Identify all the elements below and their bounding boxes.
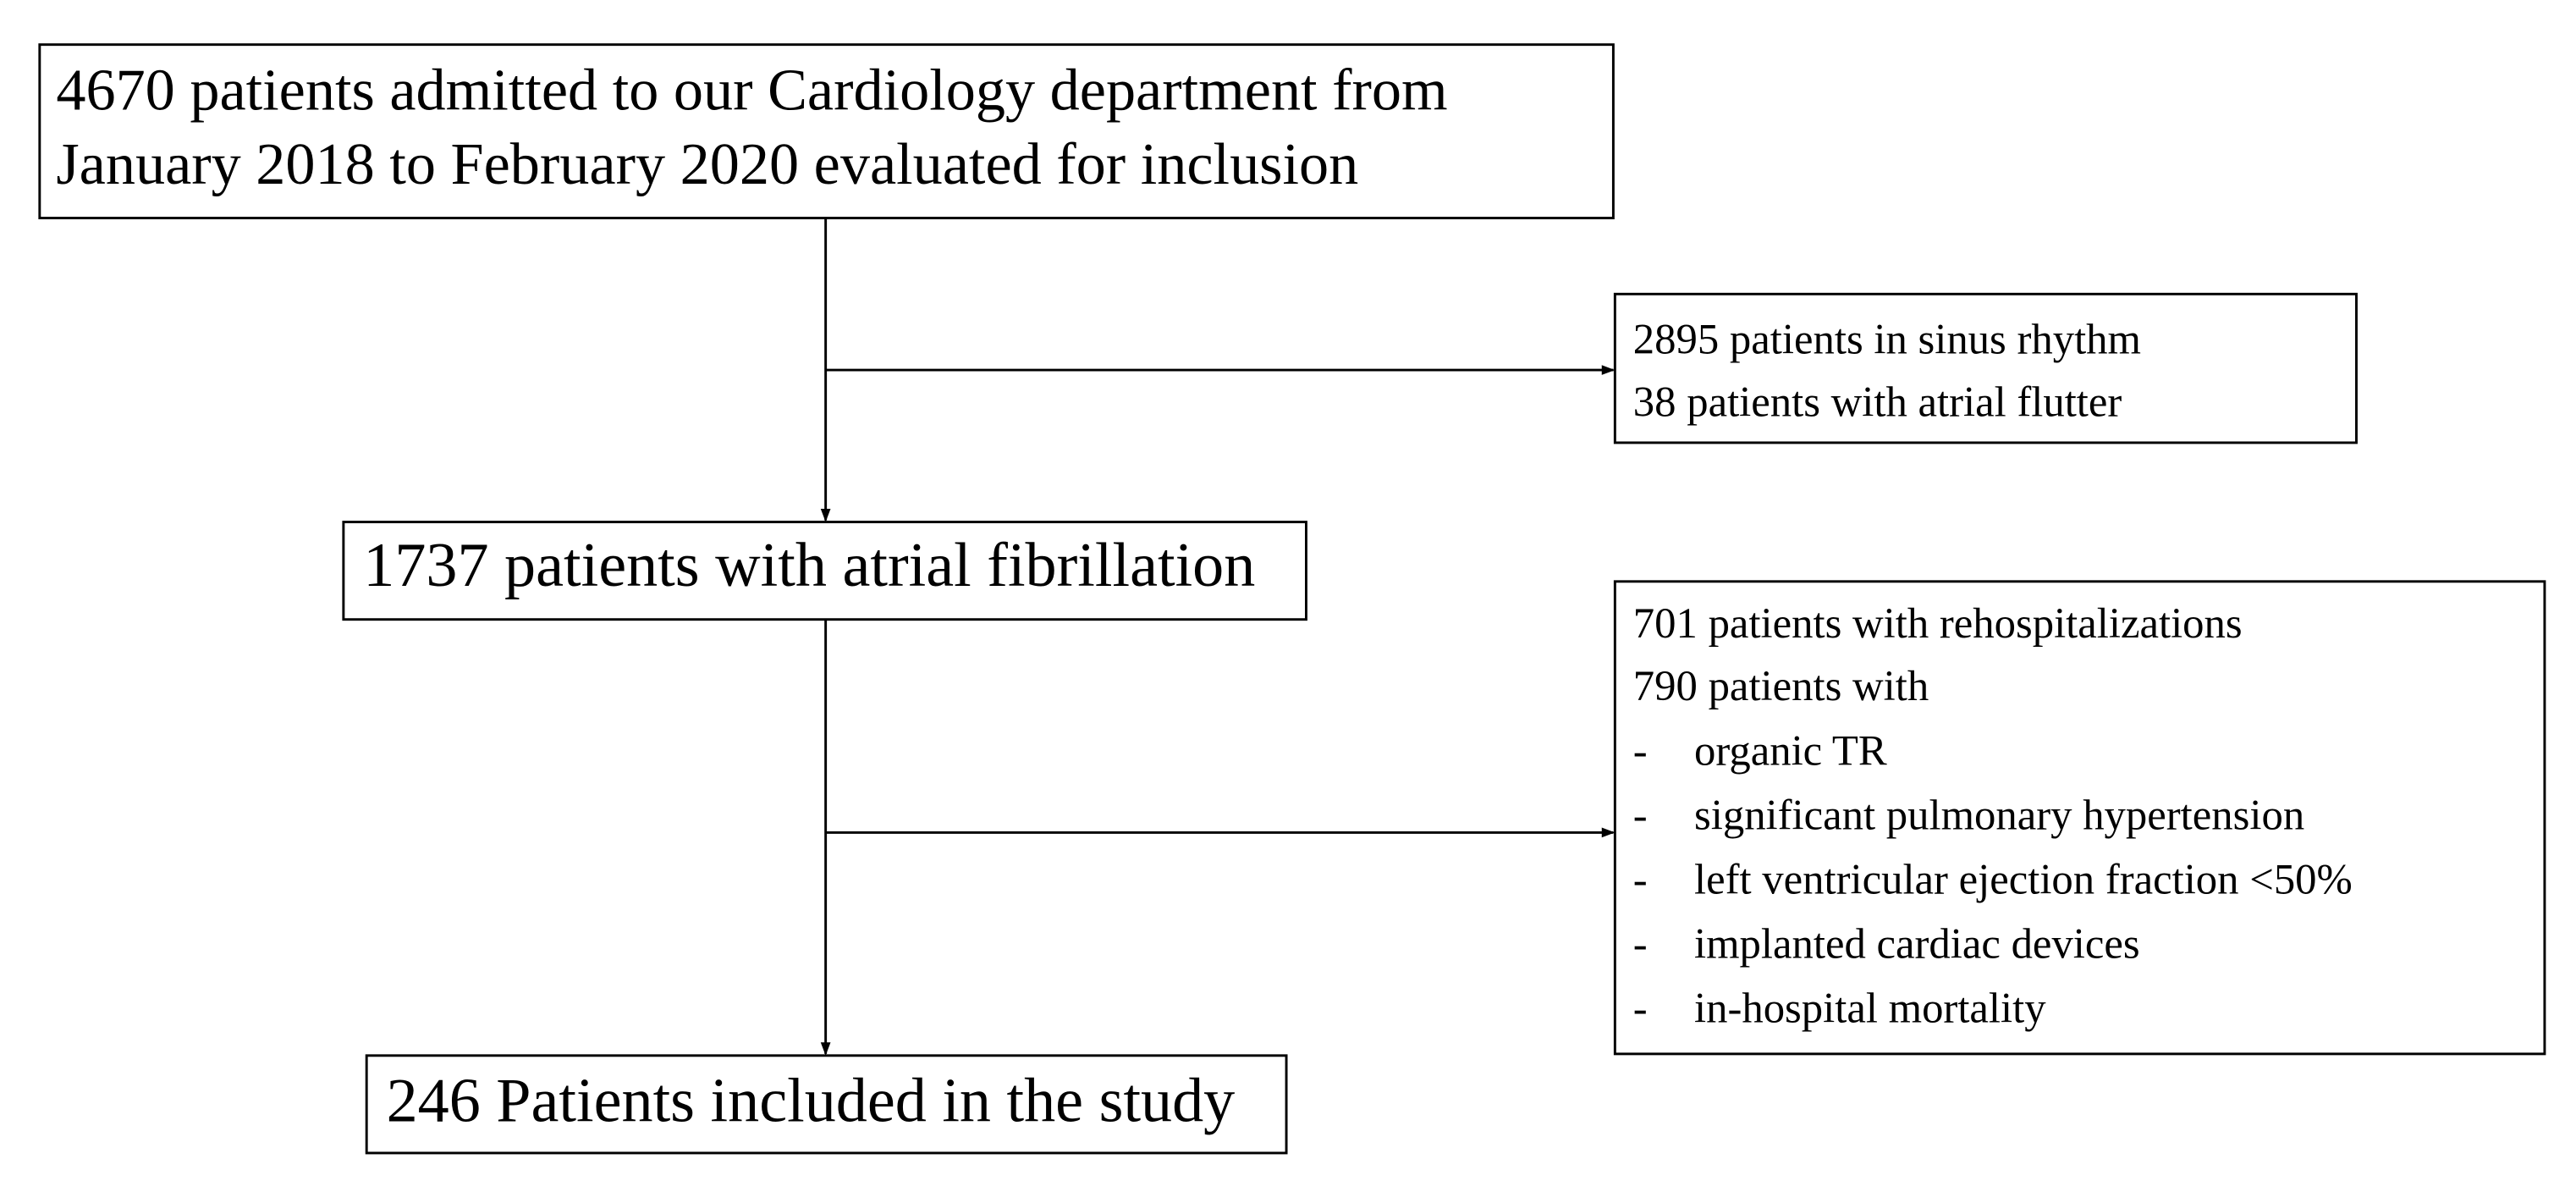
list-item: significant pulmonary hypertension: [1694, 791, 2304, 838]
node-text: 1737 patients with atrial fibrillation: [363, 531, 1255, 600]
node-text: 790 patients with: [1633, 662, 1929, 709]
node-box: [365, 1054, 1288, 1155]
list-item: left ventricular ejection fraction <50%: [1694, 856, 2353, 903]
bullet: -: [1633, 726, 1648, 774]
list-item: organic TR: [1694, 726, 1887, 774]
node-text: 246 Patients included in the study: [387, 1066, 1236, 1135]
bullet: -: [1633, 856, 1648, 903]
node-text: 2895 patients in sinus rhythm: [1633, 315, 2141, 362]
list-item: implanted cardiac devices: [1694, 920, 2140, 968]
node-text: January 2018 to February 2020 evaluated …: [56, 131, 1358, 197]
bullet: -: [1633, 985, 1648, 1032]
node-text: 38 patients with atrial flutter: [1633, 378, 2122, 426]
list-item: in-hospital mortality: [1694, 985, 2046, 1032]
node-box: [38, 43, 1615, 220]
bullets: - - - - -: [1633, 726, 1648, 1031]
node-box: [1613, 580, 2546, 1056]
node-box: [1613, 292, 2358, 444]
node-text: 701 patients with rehospitalizations: [1633, 599, 2243, 647]
bullet: -: [1633, 920, 1648, 968]
node-text: 4670 patients admitted to our Cardiology…: [56, 57, 1447, 123]
bullet: -: [1633, 791, 1648, 838]
node-box: [342, 521, 1307, 621]
